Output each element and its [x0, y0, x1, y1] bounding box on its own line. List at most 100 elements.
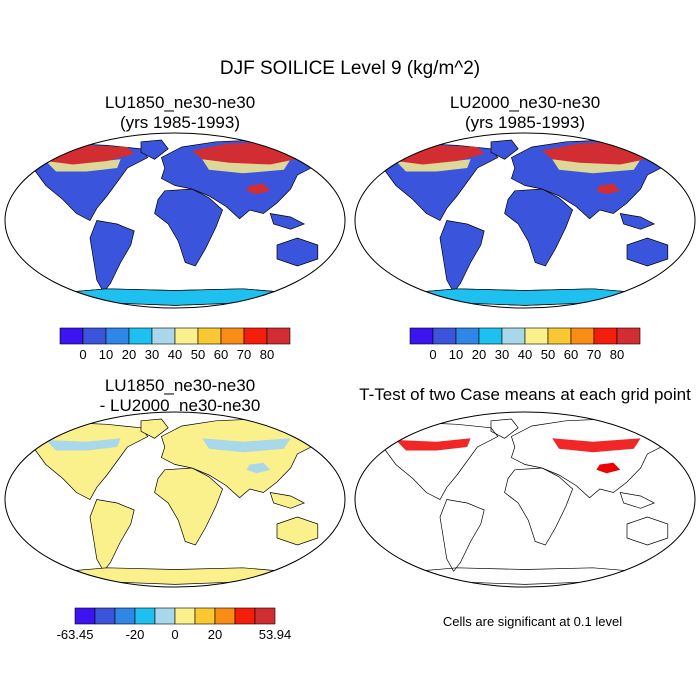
- colorbar-abs-box-4: [501, 327, 526, 345]
- land-samerica: [89, 499, 135, 572]
- land-samerica: [439, 499, 485, 572]
- colorbar-abs-label-2: 20: [471, 347, 487, 362]
- colorbar-abs-label-0: 0: [429, 347, 437, 362]
- significance-note: Cells are significant at 0.1 level: [442, 614, 623, 629]
- land-australia: [626, 237, 669, 267]
- colorbar-abs-box-3: [478, 327, 503, 345]
- colorbar-abs-box-9: [616, 327, 641, 345]
- colorbar-diff-box-9: [254, 607, 276, 625]
- field-hot-tibet: [246, 183, 271, 195]
- colorbar-abs-box-6: [197, 327, 222, 345]
- colorbar-abs: [59, 327, 291, 345]
- page-title: DJF SOILICE Level 9 (kg/m^2): [219, 58, 481, 79]
- land-seasia: [619, 213, 656, 230]
- land-seasia: [269, 213, 306, 230]
- sig-na_belt: [395, 438, 471, 451]
- field-neg-na_belt: [45, 438, 121, 451]
- colorbar-abs-label-8: 80: [259, 347, 275, 362]
- field-antarctica: [45, 288, 305, 306]
- colorbar-diff-label-4: 53.94: [258, 627, 292, 642]
- land-australia: [276, 237, 319, 267]
- land-australia: [626, 516, 669, 546]
- colorbar-abs-box-4: [151, 327, 176, 345]
- colorbar-abs-label-5: 50: [540, 347, 556, 362]
- panel-title-diff-line1: LU1850_ne30-ne30: [104, 376, 256, 395]
- map-border-ttest: [354, 411, 696, 588]
- colorbar-abs-box-6: [547, 327, 572, 345]
- colorbar-diff-label-2: 0: [171, 627, 179, 642]
- colorbar-abs-box-7: [570, 327, 595, 345]
- field-antarctica: [395, 288, 655, 306]
- colorbar-abs-box-5: [524, 327, 549, 345]
- panel-title-diff: LU1850_ne30-ne30 - LU2000_ne30-ne30: [10, 376, 350, 416]
- colorbar-diff-box-3: [134, 607, 156, 625]
- sig-eu_belt: [552, 438, 641, 453]
- panel-title-lu2000: LU2000_ne30-ne30 (yrs 1985-1993): [355, 93, 695, 133]
- sig-tibet: [596, 462, 621, 474]
- colorbar-diff-box-5: [174, 607, 196, 625]
- colorbar-abs-label-7: 70: [586, 347, 602, 362]
- land-samerica: [89, 220, 135, 293]
- colorbar-abs-label-3: 30: [144, 347, 160, 362]
- panel-title-ttest-line1: T-Test of two Case means at each grid po…: [359, 385, 691, 404]
- land-seasia: [619, 492, 656, 509]
- colorbar-diff-box-0: [74, 607, 96, 625]
- colorbar-abs-box-7: [220, 327, 245, 345]
- colorbar-diff-box-2: [114, 607, 136, 625]
- colorbar-diff-box-7: [214, 607, 236, 625]
- colorbar-abs-label-6: 60: [563, 347, 579, 362]
- colorbar-diff-box-6: [194, 607, 216, 625]
- land-africa: [154, 188, 224, 267]
- colorbar-abs-box-8: [593, 327, 618, 345]
- colorbar-diff-box-8: [234, 607, 256, 625]
- map-border-lu1850: [4, 132, 346, 309]
- map-ttest: [354, 411, 696, 588]
- panel-title-lu2000-line2: (yrs 1985-1993): [464, 113, 585, 132]
- land-australia: [276, 516, 319, 546]
- map-border-lu2000: [354, 132, 696, 309]
- colorbar-abs-label-4: 40: [167, 347, 183, 362]
- panel-title-ttest: T-Test of two Case means at each grid po…: [345, 385, 700, 405]
- colorbar-abs-label-4: 40: [517, 347, 533, 362]
- colorbar-diff-label-0: -63.45: [56, 627, 94, 642]
- colorbar-abs-label-8: 80: [609, 347, 625, 362]
- colorbar-abs-box-8: [243, 327, 268, 345]
- panel-title-lu1850: LU1850_ne30-ne30 (yrs 1985-1993): [10, 93, 350, 133]
- land-greenland: [140, 139, 169, 160]
- land-antarctica: [45, 567, 305, 585]
- map-lu2000: [354, 132, 696, 309]
- colorbar-abs-box-1: [82, 327, 107, 345]
- colorbar-abs-label-5: 50: [190, 347, 206, 362]
- colorbar-diff-box-1: [94, 607, 116, 625]
- map-border-diff: [4, 411, 346, 588]
- panel-title-lu1850-line1: LU1850_ne30-ne30: [104, 93, 256, 112]
- colorbar-abs-label-0: 0: [79, 347, 87, 362]
- land-africa: [504, 467, 574, 546]
- map-diff: [4, 411, 346, 588]
- land-africa: [504, 188, 574, 267]
- colorbar-diff-label-1: -20: [125, 627, 145, 642]
- colorbar-abs-box-2: [105, 327, 130, 345]
- colorbar-abs-label-6: 60: [213, 347, 229, 362]
- land-samerica: [439, 220, 485, 293]
- colorbar-abs-box-0: [59, 327, 84, 345]
- colorbar-abs-label-7: 70: [236, 347, 252, 362]
- land-africa: [154, 467, 224, 546]
- panel-title-lu2000-line1: LU2000_ne30-ne30: [449, 93, 601, 112]
- field-hot-tibet: [596, 183, 621, 195]
- colorbar-abs: [409, 327, 641, 345]
- colorbar-abs-box-9: [266, 327, 291, 345]
- land-namerica: [374, 422, 499, 500]
- panel-title-lu1850-line2: (yrs 1985-1993): [119, 113, 240, 132]
- colorbar-diff-box-4: [154, 607, 176, 625]
- colorbar-diff-label-3: 20: [207, 627, 223, 642]
- colorbar-abs-box-5: [174, 327, 199, 345]
- colorbar-diff: [74, 607, 276, 625]
- colorbar-abs-label-2: 20: [121, 347, 137, 362]
- colorbar-abs-box-2: [455, 327, 480, 345]
- map-lu1850: [4, 132, 346, 309]
- field-neg-eu_belt: [202, 438, 291, 453]
- land-seasia: [269, 492, 306, 509]
- colorbar-abs-box-1: [432, 327, 457, 345]
